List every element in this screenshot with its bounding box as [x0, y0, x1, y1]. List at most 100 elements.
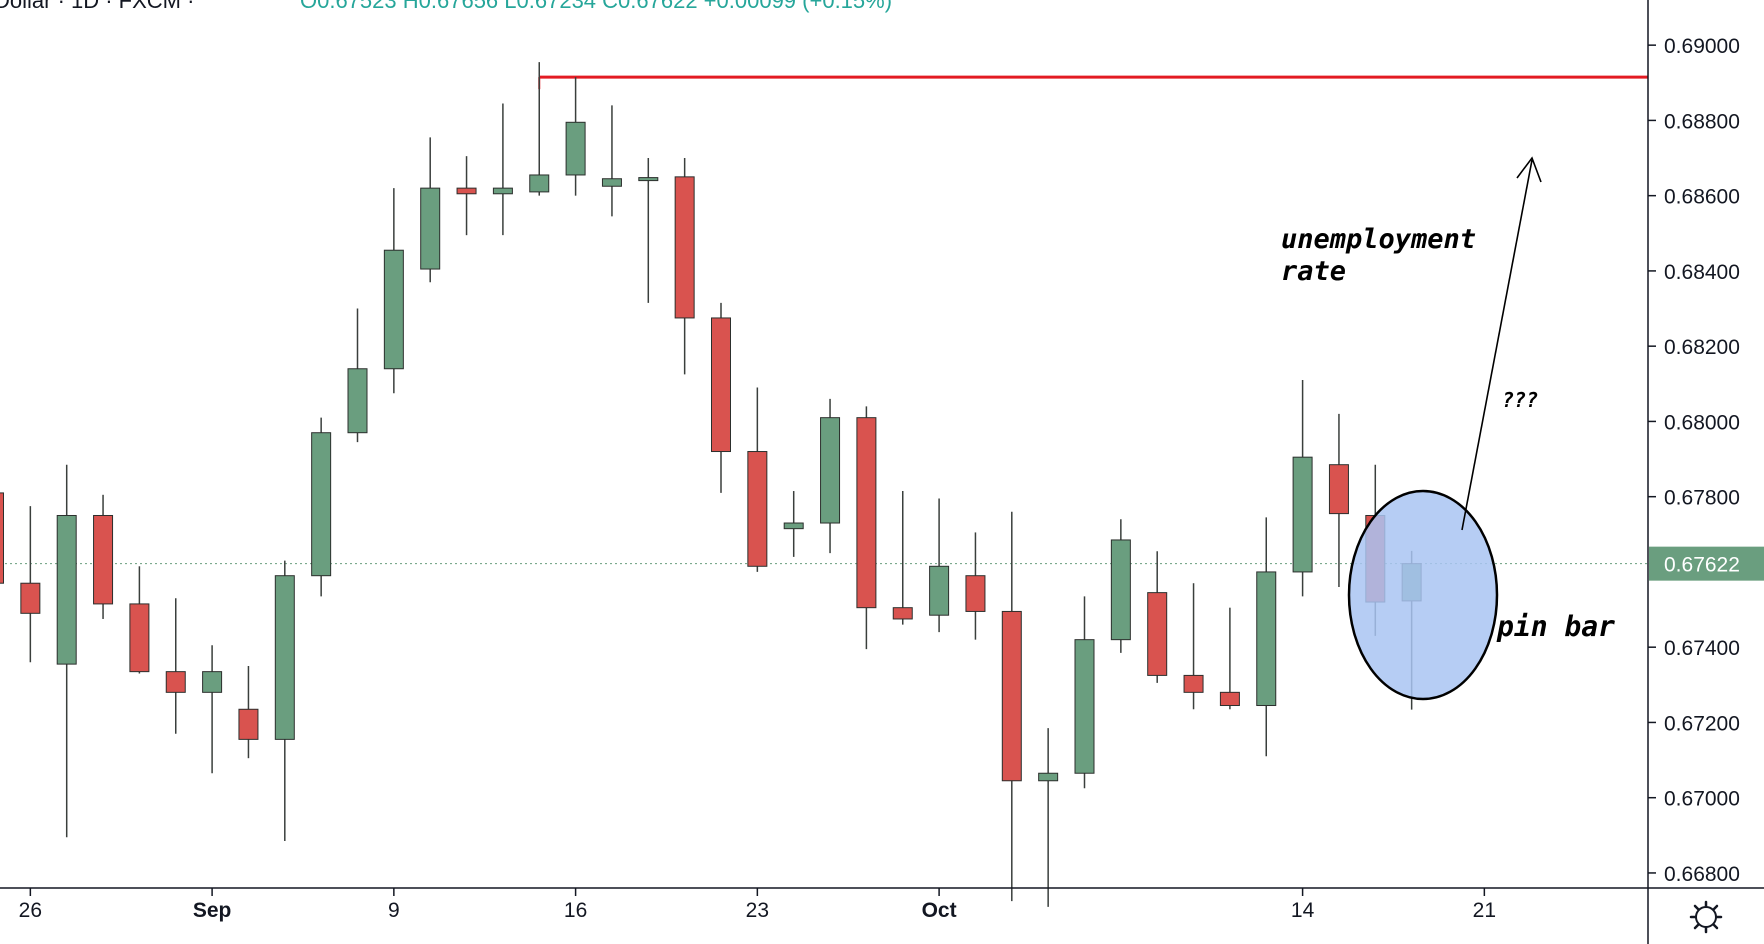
candle[interactable]	[892, 491, 913, 625]
candle[interactable]	[347, 308, 368, 443]
candle[interactable]	[1147, 551, 1168, 683]
candle[interactable]	[856, 406, 877, 650]
pin-bar-highlight-circle[interactable]	[1347, 489, 1499, 701]
candle[interactable]	[1328, 413, 1349, 587]
candle-body-up	[1292, 456, 1313, 573]
price-tick-label: 0.67200	[1664, 712, 1740, 735]
candle-body-down	[20, 582, 41, 614]
candles-group	[0, 62, 1422, 907]
candle-body-up	[383, 249, 404, 370]
candle[interactable]	[1038, 728, 1059, 907]
price-tick-label: 0.68200	[1664, 336, 1740, 359]
candle-body-up	[274, 575, 295, 740]
candle[interactable]	[638, 158, 659, 303]
candle-body-up	[820, 417, 841, 524]
candle-body-down	[1328, 464, 1349, 515]
candle-body-up	[311, 432, 332, 577]
candle[interactable]	[711, 302, 731, 493]
candle[interactable]	[1292, 380, 1313, 597]
candle[interactable]	[1219, 607, 1240, 710]
time-tick-label: 21	[1473, 899, 1496, 922]
time-tick-label: 9	[388, 899, 400, 922]
time-tick-label: Oct	[922, 899, 957, 922]
candle-body-down	[129, 603, 150, 673]
candle-body-up	[56, 514, 77, 665]
candle[interactable]	[965, 532, 986, 640]
candle[interactable]	[56, 464, 77, 838]
candle-body-up	[1110, 539, 1131, 641]
unemployment-annotation-line1: unemployment	[1281, 224, 1476, 255]
candle-body-up	[565, 121, 586, 176]
candle[interactable]	[929, 498, 950, 633]
candle[interactable]	[747, 387, 768, 572]
candle[interactable]	[311, 417, 332, 597]
candle[interactable]	[202, 645, 223, 774]
candle[interactable]	[0, 467, 4, 606]
candle[interactable]	[601, 105, 622, 217]
price-tick-label: 0.66800	[1664, 863, 1740, 886]
candle[interactable]	[529, 62, 550, 196]
candle[interactable]	[492, 103, 513, 236]
candle[interactable]	[783, 491, 804, 557]
candle-body-down	[892, 607, 913, 620]
candle-body-down	[93, 514, 114, 605]
price-tick-label: 0.68000	[1664, 411, 1740, 434]
candle-body-down	[711, 317, 731, 453]
price-tick-label: 0.68800	[1664, 110, 1740, 133]
chart-symbol-title: Dollar · 1D · FXCM ·	[0, 0, 194, 13]
candle-body-up	[929, 565, 950, 616]
candle-body-up	[347, 368, 368, 434]
last-price-tag: 0.67622	[1649, 546, 1764, 581]
price-tick-label: 0.67400	[1664, 637, 1740, 660]
candle[interactable]	[456, 156, 477, 236]
candle[interactable]	[1110, 519, 1131, 653]
candle[interactable]	[674, 158, 695, 375]
candle[interactable]	[383, 188, 404, 394]
candle[interactable]	[165, 598, 186, 734]
candle[interactable]	[820, 398, 841, 554]
time-tick-label: 23	[746, 899, 769, 922]
candle[interactable]	[420, 137, 441, 283]
price-axis[interactable]: 0.69000 0.68800 0.68600 0.68400 0.68200 0.680…	[1648, 35, 1740, 886]
candle-body-down	[0, 492, 4, 584]
candle[interactable]	[1074, 596, 1095, 789]
price-tick-label: 0.67800	[1664, 487, 1740, 510]
chart-ohlc-readout: O0.67523 H0.67656 L0.67234 C0.67622 +0.0…	[300, 0, 892, 13]
candle-body-up	[601, 178, 622, 187]
question-annotation: ???	[1502, 388, 1538, 412]
svg-text:0.67622: 0.67622	[1664, 554, 1740, 577]
candle-body-up	[783, 522, 804, 530]
candle-body-down	[965, 575, 986, 612]
pin-bar-annotation: pin bar	[1496, 610, 1615, 643]
candle[interactable]	[1001, 511, 1022, 902]
candle-body-down	[456, 187, 477, 195]
candle-body-down	[165, 671, 186, 693]
candle-body-down	[1147, 592, 1168, 676]
price-tick-label: 0.67000	[1664, 788, 1740, 811]
price-tick-label: 0.69000	[1664, 35, 1740, 58]
time-axis[interactable]: 26 Sep 9 16 23 Oct 14 21	[19, 888, 1496, 922]
candle[interactable]	[93, 494, 114, 619]
candle-body-down	[1183, 674, 1204, 693]
candle-body-up	[529, 174, 550, 193]
price-tick-label: 0.68600	[1664, 186, 1740, 209]
settings-gear-icon[interactable]	[1689, 900, 1723, 934]
candle[interactable]	[1256, 517, 1277, 757]
candle-body-down	[747, 451, 768, 567]
forecast-arrow[interactable]	[1461, 156, 1542, 531]
candle-body-down	[856, 417, 877, 609]
candle[interactable]	[565, 77, 586, 196]
candle[interactable]	[20, 506, 41, 663]
candle-body-down	[674, 176, 695, 319]
candle[interactable]	[1183, 583, 1204, 710]
time-tick-label: 14	[1291, 899, 1315, 922]
candle[interactable]	[274, 560, 295, 841]
candle[interactable]	[238, 666, 259, 759]
time-tick-label: 26	[19, 899, 42, 922]
candle-body-down	[1219, 691, 1240, 707]
candle-body-down	[1001, 610, 1022, 782]
candle-body-up	[420, 187, 441, 270]
candle-body-up	[1074, 639, 1095, 774]
candle[interactable]	[129, 566, 150, 674]
